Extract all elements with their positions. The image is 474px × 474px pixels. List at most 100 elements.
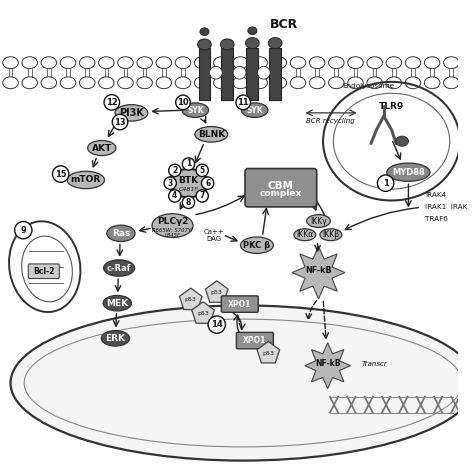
Text: 8: 8	[186, 198, 191, 207]
Text: p53: p53	[197, 311, 209, 316]
Ellipse shape	[348, 57, 363, 69]
Ellipse shape	[405, 57, 421, 69]
Ellipse shape	[290, 77, 306, 89]
Text: 3: 3	[168, 179, 173, 188]
Ellipse shape	[115, 105, 148, 121]
Ellipse shape	[156, 77, 172, 89]
Text: p53: p53	[211, 290, 223, 295]
Ellipse shape	[118, 77, 133, 89]
Ellipse shape	[241, 103, 268, 118]
Polygon shape	[192, 302, 214, 323]
Text: 6: 6	[205, 179, 210, 188]
Text: Ras: Ras	[112, 229, 130, 238]
Ellipse shape	[271, 77, 287, 89]
Ellipse shape	[101, 330, 129, 346]
Circle shape	[196, 164, 209, 176]
Text: 5: 5	[200, 166, 205, 175]
Text: C481F: C481F	[179, 187, 199, 192]
Circle shape	[169, 164, 181, 176]
Ellipse shape	[387, 163, 430, 182]
Ellipse shape	[396, 136, 409, 146]
Text: IRAK1  IRAK: IRAK1 IRAK	[425, 204, 467, 210]
Ellipse shape	[3, 57, 18, 69]
Ellipse shape	[405, 77, 421, 89]
Text: BCR: BCR	[270, 18, 299, 31]
Ellipse shape	[367, 57, 383, 69]
Ellipse shape	[152, 214, 193, 237]
Text: BCR recycling: BCR recycling	[307, 118, 355, 124]
Text: PLCγ2: PLCγ2	[157, 217, 188, 226]
Text: complex: complex	[260, 189, 302, 198]
Ellipse shape	[348, 77, 363, 89]
Ellipse shape	[80, 57, 95, 69]
Text: XPO1: XPO1	[228, 300, 251, 309]
Ellipse shape	[99, 77, 114, 89]
Polygon shape	[257, 341, 280, 363]
Circle shape	[182, 196, 195, 209]
FancyBboxPatch shape	[221, 47, 233, 100]
FancyBboxPatch shape	[28, 264, 59, 279]
Ellipse shape	[137, 57, 153, 69]
Ellipse shape	[107, 225, 135, 242]
Ellipse shape	[328, 77, 344, 89]
Text: 7: 7	[200, 191, 205, 201]
Ellipse shape	[233, 66, 246, 79]
Ellipse shape	[80, 77, 95, 89]
Ellipse shape	[307, 215, 330, 228]
Circle shape	[201, 177, 214, 189]
Ellipse shape	[118, 57, 133, 69]
Ellipse shape	[444, 57, 459, 69]
Ellipse shape	[103, 295, 131, 311]
Circle shape	[182, 158, 195, 170]
FancyBboxPatch shape	[246, 47, 258, 100]
Ellipse shape	[10, 305, 474, 461]
Ellipse shape	[310, 57, 325, 69]
Text: MYD88: MYD88	[392, 168, 425, 177]
Circle shape	[112, 114, 128, 130]
Ellipse shape	[210, 66, 222, 79]
Text: TRAF6: TRAF6	[425, 216, 448, 222]
Text: NF-kB: NF-kB	[315, 359, 340, 368]
Text: ERK: ERK	[106, 334, 126, 343]
Ellipse shape	[290, 57, 306, 69]
Ellipse shape	[367, 77, 383, 89]
Text: Bcl-2: Bcl-2	[33, 267, 55, 276]
Ellipse shape	[424, 57, 440, 69]
FancyBboxPatch shape	[237, 332, 273, 349]
Ellipse shape	[41, 57, 56, 69]
FancyBboxPatch shape	[269, 47, 281, 100]
Text: 2: 2	[172, 166, 177, 175]
Text: IKKγ: IKKγ	[310, 217, 327, 226]
Ellipse shape	[22, 77, 37, 89]
Text: SYK: SYK	[246, 106, 263, 115]
Polygon shape	[206, 281, 228, 302]
Text: mTOR: mTOR	[71, 175, 101, 184]
Ellipse shape	[137, 77, 153, 89]
Ellipse shape	[424, 77, 440, 89]
Ellipse shape	[175, 77, 191, 89]
Ellipse shape	[252, 77, 267, 89]
Circle shape	[196, 190, 209, 202]
Ellipse shape	[233, 57, 248, 69]
Text: c-Raf: c-Raf	[107, 264, 131, 273]
Ellipse shape	[88, 140, 116, 155]
Circle shape	[208, 316, 226, 333]
Polygon shape	[292, 246, 345, 299]
Circle shape	[164, 177, 176, 189]
Ellipse shape	[386, 77, 401, 89]
Text: 10: 10	[177, 98, 189, 107]
Ellipse shape	[182, 103, 209, 118]
Ellipse shape	[60, 77, 76, 89]
Text: p53: p53	[263, 351, 274, 356]
Ellipse shape	[175, 57, 191, 69]
Ellipse shape	[271, 57, 287, 69]
Text: 4: 4	[172, 191, 177, 201]
Ellipse shape	[214, 77, 229, 89]
Text: TLR9: TLR9	[379, 102, 404, 111]
Text: MEK: MEK	[106, 299, 128, 308]
Text: BTK: BTK	[178, 176, 199, 185]
Ellipse shape	[233, 77, 248, 89]
Text: DAG: DAG	[206, 236, 221, 242]
Text: Transcr: Transcr	[362, 361, 388, 367]
Ellipse shape	[310, 77, 325, 89]
